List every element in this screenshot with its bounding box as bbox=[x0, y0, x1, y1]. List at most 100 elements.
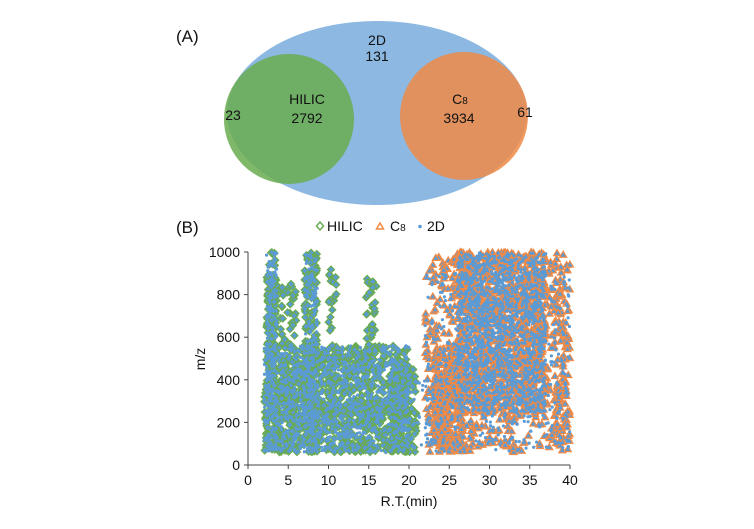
2d-point bbox=[323, 373, 327, 377]
2d-point bbox=[284, 351, 289, 356]
2d-point bbox=[333, 377, 338, 381]
2d-point bbox=[387, 389, 391, 393]
2d-point bbox=[315, 354, 319, 358]
2d-point bbox=[394, 444, 398, 448]
2d-point bbox=[346, 364, 350, 368]
2d-point bbox=[342, 385, 346, 390]
2d-point bbox=[310, 421, 314, 426]
2d-point bbox=[287, 356, 291, 361]
c8-point bbox=[421, 308, 431, 317]
2d-point bbox=[394, 346, 398, 350]
hilic-point bbox=[290, 331, 299, 340]
2d-point bbox=[342, 409, 346, 413]
2d-point bbox=[270, 276, 274, 280]
2d-point bbox=[401, 420, 406, 425]
c8-point bbox=[550, 371, 560, 380]
2d-point bbox=[460, 270, 464, 275]
2d-point bbox=[354, 357, 358, 361]
2d-point bbox=[275, 371, 279, 375]
2d-point bbox=[343, 445, 347, 449]
2d-point bbox=[298, 427, 302, 431]
2d-point bbox=[269, 347, 274, 351]
2d-point bbox=[349, 412, 353, 416]
2d-point bbox=[391, 365, 395, 369]
2d-point bbox=[346, 448, 351, 453]
2d-point bbox=[383, 391, 387, 395]
2d-point bbox=[268, 352, 272, 356]
2d-point bbox=[272, 412, 277, 417]
2d-point bbox=[476, 388, 480, 392]
2d-point bbox=[274, 357, 278, 361]
2d-point bbox=[306, 423, 310, 427]
2d-point bbox=[277, 439, 281, 443]
2d-point bbox=[315, 360, 319, 364]
2d-point bbox=[458, 265, 462, 269]
2d-point bbox=[358, 398, 362, 402]
2d-point bbox=[293, 432, 297, 436]
2d-point bbox=[336, 436, 340, 441]
2d-point bbox=[284, 391, 288, 395]
2d-point bbox=[269, 369, 273, 373]
2d-point bbox=[346, 435, 350, 439]
2d-point bbox=[395, 436, 399, 440]
2d-point bbox=[281, 435, 285, 439]
2d-point bbox=[279, 376, 283, 380]
2d-point bbox=[275, 389, 279, 394]
2d-point bbox=[280, 410, 284, 414]
venn-2d-label: 2D bbox=[368, 32, 386, 48]
2d-point bbox=[313, 384, 317, 388]
2d-point bbox=[356, 393, 360, 397]
2d-point bbox=[355, 426, 360, 430]
2d-point bbox=[511, 325, 515, 329]
2d-point bbox=[307, 267, 311, 271]
2d-point bbox=[292, 449, 297, 453]
2d-point bbox=[311, 370, 316, 375]
2d-point bbox=[481, 253, 485, 257]
2d-point bbox=[264, 253, 269, 257]
2d-point bbox=[365, 395, 369, 399]
2d-point bbox=[378, 372, 382, 376]
2d-point bbox=[391, 405, 395, 409]
2d-point bbox=[299, 403, 304, 407]
2d-point bbox=[384, 360, 388, 365]
2d-point bbox=[289, 388, 294, 392]
2d-point bbox=[320, 417, 324, 421]
2d-point bbox=[305, 347, 309, 351]
2d-point bbox=[392, 401, 396, 405]
2d-point bbox=[287, 378, 292, 382]
2d-point bbox=[323, 367, 327, 372]
2d-point bbox=[363, 445, 367, 449]
2d-point bbox=[304, 363, 308, 368]
2d-point bbox=[314, 412, 318, 416]
2d-point bbox=[270, 374, 274, 378]
2d-point bbox=[376, 407, 380, 411]
2d-point bbox=[304, 393, 308, 397]
2d-point bbox=[538, 316, 543, 320]
2d-point bbox=[398, 447, 402, 451]
c8-point bbox=[435, 294, 445, 303]
2d-point bbox=[272, 369, 277, 373]
2d-point bbox=[363, 423, 367, 427]
2d-point bbox=[510, 280, 514, 284]
2d-point bbox=[323, 420, 327, 424]
2d-point bbox=[362, 366, 366, 370]
2d-point bbox=[308, 406, 312, 410]
2d-point bbox=[383, 396, 387, 401]
venn-2d-value: 131 bbox=[365, 48, 389, 64]
hilic-point bbox=[276, 324, 286, 334]
2d-point bbox=[325, 401, 329, 405]
2d-point bbox=[374, 349, 378, 353]
2d-point bbox=[371, 381, 375, 385]
2d-point bbox=[334, 407, 338, 412]
2d-point bbox=[364, 376, 369, 380]
2d-point bbox=[339, 415, 343, 419]
2d-point bbox=[275, 294, 279, 298]
2d-point bbox=[294, 417, 298, 421]
2d-point bbox=[340, 369, 344, 374]
2d-point bbox=[363, 359, 367, 363]
2d-point bbox=[405, 403, 410, 407]
2d-point bbox=[354, 368, 358, 372]
2d-point bbox=[348, 374, 352, 378]
2d-point bbox=[271, 329, 275, 333]
2d-point bbox=[361, 385, 365, 389]
